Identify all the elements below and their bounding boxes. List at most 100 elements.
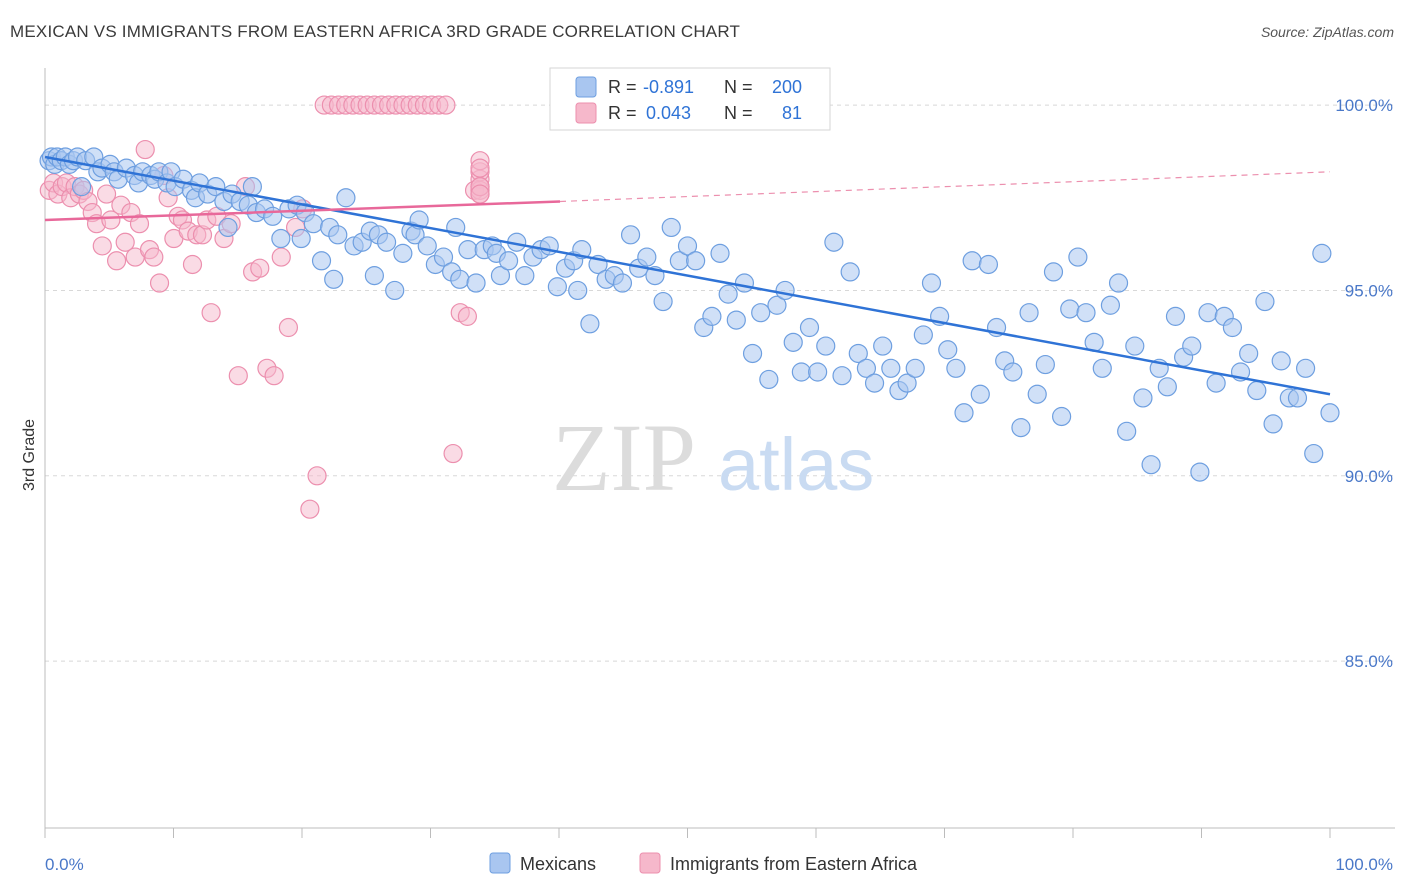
y-tick-label: 100.0% — [1335, 96, 1393, 115]
y-tick-label: 90.0% — [1345, 467, 1393, 486]
mexicans-point — [848, 343, 868, 364]
legend-mexicans-label: Mexicans — [520, 854, 596, 874]
mexicans-point — [799, 317, 820, 338]
mexicans-point — [702, 306, 722, 326]
mexicans-point — [873, 336, 893, 356]
stats-n-value-pink: 81 — [782, 103, 802, 123]
mexicans-point — [271, 228, 291, 249]
mexicans-point — [303, 214, 323, 234]
mexicans-point — [946, 358, 966, 378]
mexicans-point — [1133, 388, 1153, 408]
stats-legend-box — [549, 67, 831, 131]
mexicans-point — [978, 254, 999, 275]
eastern-africa-point — [182, 254, 203, 275]
eastern-africa-point — [278, 317, 299, 338]
eastern-africa-point — [149, 273, 170, 293]
mexicans-point — [1060, 299, 1080, 319]
mexicans-point — [1076, 303, 1096, 323]
mexicans-point — [1222, 317, 1243, 338]
watermark-atlas: atlas — [718, 423, 874, 506]
mexicans-point — [417, 236, 437, 256]
mexicans-point — [686, 251, 706, 271]
eastern-africa-trend-line — [44, 200, 561, 222]
eastern-africa-point — [228, 366, 248, 386]
mexicans-point — [1011, 418, 1031, 438]
mexicans-point — [718, 284, 738, 304]
mexicans-point — [767, 295, 787, 315]
stats-legend: R = -0.891 N = 200 R = 0.043 N = 81 — [549, 67, 831, 131]
mexicans-point — [881, 358, 901, 378]
mexicans-point — [824, 232, 844, 252]
stats-n-label-blue: N = — [724, 77, 753, 97]
y-axis-tick-labels: 100.0% 95.0% 90.0% 85.0% — [1335, 96, 1393, 671]
mexicans-point — [458, 240, 478, 260]
legend-eastern-africa-swatch — [639, 852, 661, 874]
mexicans-point — [905, 358, 925, 378]
eastern-africa-point — [443, 443, 463, 464]
eastern-africa-point — [201, 303, 221, 323]
mexicans-point — [726, 310, 746, 330]
x-axis-ticks — [44, 828, 1331, 838]
mexicans-point — [1043, 262, 1064, 282]
mexicans-point — [1312, 243, 1332, 263]
mexicans-point — [324, 269, 344, 289]
mexicans-point — [1003, 362, 1023, 382]
mexicans-point — [1287, 388, 1308, 408]
mexicans-point — [1206, 373, 1226, 393]
eastern-africa-point — [144, 247, 164, 267]
legend-mexicans-swatch — [489, 852, 511, 874]
eastern-africa-point — [300, 499, 320, 519]
mexicans-point — [620, 225, 641, 245]
eastern-africa-point — [457, 306, 477, 326]
mexicans-point — [612, 273, 633, 293]
eastern-africa-point — [115, 232, 135, 252]
mexicans-point — [450, 269, 470, 289]
stats-r-value-pink: 0.043 — [646, 103, 691, 123]
mexicans-point — [490, 266, 511, 286]
mexicans-point — [816, 336, 836, 356]
mexicans-point — [1117, 421, 1137, 441]
mexicans-point — [498, 251, 519, 271]
mexicans-point — [783, 332, 803, 352]
mexicans-point — [734, 273, 755, 293]
y-axis-label: 3rd Grade — [21, 419, 38, 491]
mexicans-point — [759, 369, 779, 390]
mexicans-point — [1239, 343, 1259, 364]
mexicans-point — [568, 280, 588, 301]
mexicans-point — [580, 314, 600, 334]
stats-r-value-blue: -0.891 — [643, 77, 694, 97]
series-mexicans-points — [39, 147, 1340, 482]
stats-n-value-blue: 200 — [772, 77, 802, 97]
mexicans-point — [897, 373, 917, 393]
mexicans-point — [1165, 306, 1186, 326]
mexicans-point — [393, 243, 413, 263]
mexicans-point — [637, 247, 657, 267]
eastern-africa-point — [470, 184, 490, 204]
eastern-africa-point — [129, 214, 150, 234]
stats-legend-pink-swatch — [575, 102, 597, 124]
stats-r-label-pink: R = — [608, 103, 637, 123]
mexicans-point — [1296, 358, 1316, 378]
x-tick-label-min: 0.0% — [45, 855, 84, 874]
mexicans-point — [1035, 354, 1055, 375]
mexicans-point — [1157, 377, 1177, 397]
series-legend: Mexicans Immigrants from Eastern Africa — [489, 852, 918, 874]
mexicans-point — [515, 266, 535, 286]
mexicans-point — [775, 280, 795, 301]
mexicans-point — [218, 217, 238, 238]
mexicans-point — [376, 232, 397, 252]
chart-source: Source: ZipAtlas.com — [1260, 24, 1394, 40]
mexicans-point — [1125, 336, 1145, 356]
mexicans-point — [938, 340, 958, 360]
mexicans-point — [832, 366, 852, 386]
y-tick-label: 95.0% — [1345, 281, 1393, 300]
mexicans-point — [385, 280, 405, 301]
mexicans-point — [653, 291, 673, 312]
eastern-africa-point — [250, 258, 270, 278]
mexicans-point — [364, 266, 384, 286]
mexicans-point — [962, 251, 982, 271]
mexicans-point — [1092, 358, 1112, 378]
x-tick-label-max: 100.0% — [1335, 855, 1393, 874]
mexicans-point — [864, 373, 885, 393]
